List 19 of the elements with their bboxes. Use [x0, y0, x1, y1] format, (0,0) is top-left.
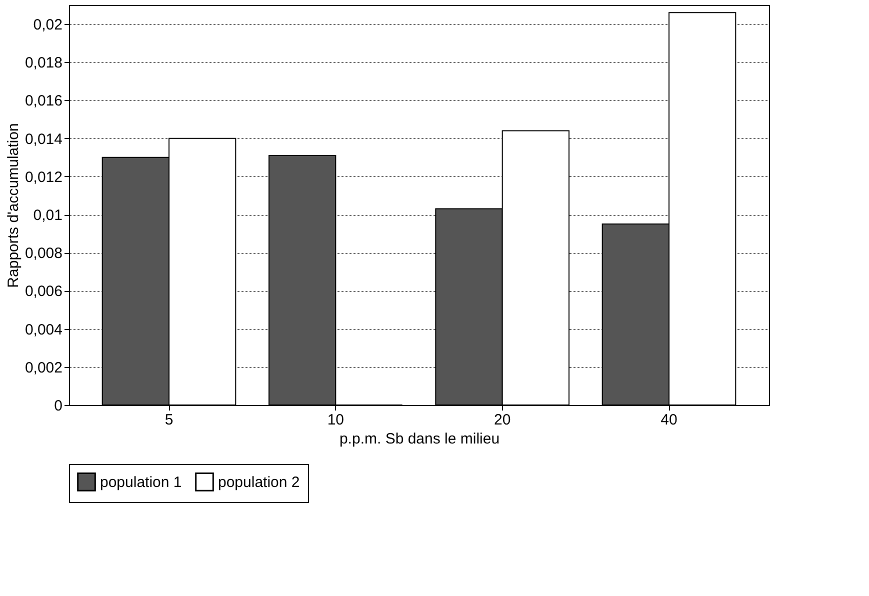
y-tick-label: 0,006 [24, 283, 62, 300]
legend-label: population 2 [218, 474, 300, 491]
x-tick-label: 40 [660, 412, 678, 428]
y-axis-title: Rapports d'accumulation [4, 123, 22, 288]
y-tick-label: 0,012 [24, 168, 62, 186]
y-tick-label: 0,02 [33, 16, 62, 34]
x-tick-label: 5 [164, 412, 174, 428]
y-tick-label: 0,014 [24, 130, 62, 148]
x-axis-title: p.p.m. Sb dans le milieu [339, 430, 500, 448]
y-tick-label: 0,01 [33, 207, 62, 224]
x-tick-label: 20 [494, 412, 511, 428]
y-tick-label: 0 [54, 398, 62, 414]
y-tick-label: 0,004 [24, 321, 62, 338]
y-tick-label: 0,016 [24, 92, 62, 110]
legend-label: population 1 [100, 474, 182, 491]
y-tick-label: 0,002 [24, 359, 62, 376]
y-tick-label: 0,008 [24, 245, 62, 262]
x-tick-label: 10 [327, 412, 344, 428]
y-tick-label: 0,018 [24, 54, 62, 72]
